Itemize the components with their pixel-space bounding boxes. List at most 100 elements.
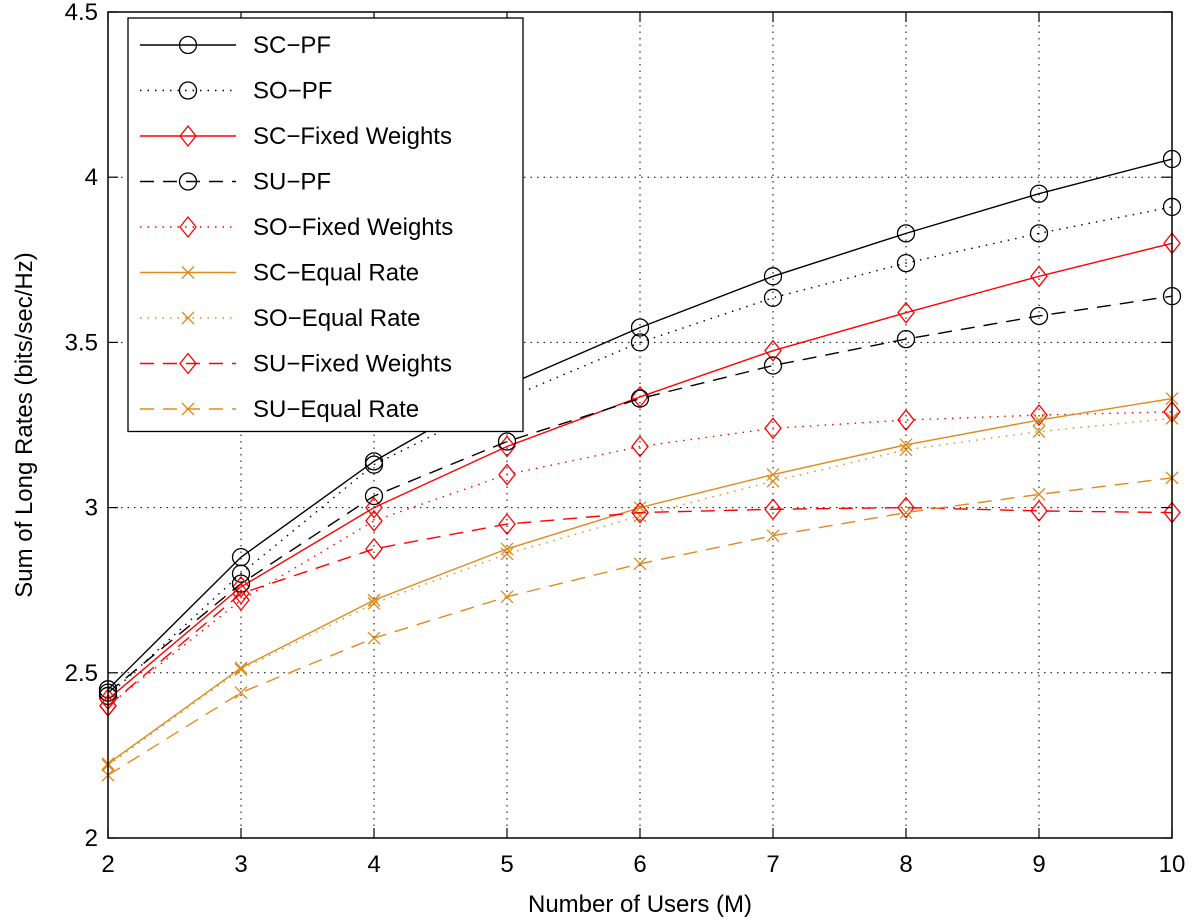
legend-entry: SU−PF — [140, 169, 331, 196]
data-point — [897, 409, 915, 432]
data-point — [232, 582, 250, 605]
data-point — [234, 661, 248, 675]
legend-marker — [179, 352, 197, 375]
legend-label: SC−Fixed Weights — [253, 123, 452, 150]
data-point — [763, 267, 783, 286]
data-point — [766, 474, 780, 488]
series-line — [107, 411, 1173, 707]
data-point — [234, 663, 248, 676]
x-tick-label: 7 — [766, 851, 779, 878]
legend-marker — [179, 124, 197, 148]
data-point — [896, 224, 916, 243]
legend-marker — [178, 35, 198, 55]
data-point — [630, 318, 650, 337]
data-point — [763, 356, 783, 375]
legend-entry: SU−Equal Rate — [140, 396, 419, 423]
x-tick-label: 4 — [367, 851, 380, 878]
data-point — [897, 496, 915, 519]
series-4 — [99, 400, 1181, 717]
data-point — [1032, 487, 1046, 501]
data-point — [897, 301, 915, 324]
data-point — [633, 557, 647, 571]
legend-entry: SC−PF — [140, 32, 331, 59]
data-point — [364, 455, 384, 474]
data-point — [1030, 265, 1048, 288]
legend-entry: SC−Equal Rate — [140, 260, 419, 287]
legend-label: SO−Fixed Weights — [253, 214, 453, 241]
series-line — [107, 158, 1173, 690]
data-point — [365, 496, 383, 519]
data-point — [764, 498, 782, 521]
data-point — [365, 509, 383, 532]
legend-marker — [181, 311, 195, 325]
data-point — [231, 564, 251, 583]
data-point — [896, 253, 916, 273]
data-point — [497, 432, 517, 451]
data-point — [1032, 413, 1046, 427]
ticks: 2 3 4 5 6 7 8 9 10 2 2.5 3 3.5 4 4.5 — [65, 0, 1186, 878]
data-point — [367, 596, 381, 610]
legend-label: SU−Equal Rate — [253, 396, 419, 423]
series-2 — [99, 232, 1181, 711]
legend-entry: SO−PF — [140, 78, 332, 105]
data-point — [367, 631, 381, 645]
data-point — [500, 590, 514, 604]
y-tick-label: 2.5 — [65, 660, 98, 687]
data-point — [766, 529, 780, 543]
y-axis-label: Sum of Long Rates (bits/sec/Hz) — [11, 252, 38, 597]
data-point — [631, 435, 649, 458]
data-point — [1032, 425, 1046, 439]
legend-label: SC−PF — [253, 32, 331, 59]
data-point — [498, 513, 516, 536]
y-tick-label: 3 — [85, 495, 98, 522]
data-point — [1030, 404, 1048, 427]
data-point — [631, 501, 649, 524]
legend-marker — [181, 402, 195, 416]
series-line — [107, 206, 1173, 697]
y-tick-label: 4 — [85, 164, 98, 191]
data-point — [500, 547, 514, 561]
data-point — [365, 537, 383, 560]
data-point — [1029, 184, 1049, 203]
data-point — [231, 574, 251, 593]
data-point — [764, 339, 782, 362]
legend-entry: SU−Fixed Weights — [140, 351, 452, 378]
data-point — [896, 329, 916, 349]
data-point — [1029, 224, 1049, 243]
legend-label: SU−PF — [253, 169, 331, 196]
legend-marker — [179, 215, 197, 239]
legend-label: SC−Equal Rate — [253, 260, 419, 287]
data-point — [367, 593, 381, 607]
data-point — [498, 463, 516, 486]
data-point — [1029, 306, 1049, 326]
data-point — [232, 575, 250, 598]
data-point — [630, 333, 650, 352]
series-3 — [98, 286, 1182, 702]
x-tick-label: 5 — [500, 851, 513, 878]
y-tick-label: 4.5 — [65, 0, 98, 26]
data-point — [766, 468, 780, 482]
legend-entry: SO−Equal Rate — [140, 305, 420, 332]
legend-entry: SO−Fixed Weights — [140, 214, 453, 241]
legend-label: SO−Equal Rate — [253, 305, 420, 332]
data-point — [899, 443, 913, 457]
x-axis-label: Number of Users (M) — [528, 891, 752, 918]
data-point — [1030, 499, 1048, 522]
y-tick-label: 3.5 — [65, 329, 98, 356]
data-point — [234, 686, 248, 700]
data-point — [763, 288, 783, 307]
series-line — [107, 242, 1173, 700]
x-tick-label: 10 — [1159, 851, 1186, 878]
legend-marker — [178, 172, 198, 191]
legend-label: SO−PF — [253, 78, 332, 105]
data-point — [899, 506, 913, 520]
legend: SC−PF SO−PF SC−Fixed Weights SU−PF SO−Fixed … — [127, 17, 524, 433]
x-tick-label: 6 — [633, 851, 646, 878]
legend-marker — [178, 81, 198, 100]
y-tick-label: 2 — [85, 825, 98, 852]
x-tick-label: 3 — [234, 851, 247, 878]
x-tick-label: 8 — [899, 851, 912, 878]
data-point — [764, 417, 782, 440]
legend-label: SU−Fixed Weights — [253, 351, 452, 378]
